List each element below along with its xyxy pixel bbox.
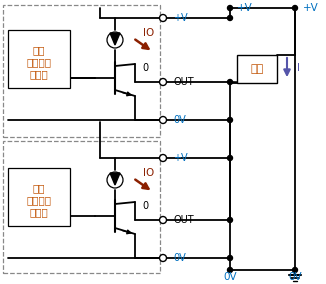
Text: スイッチ: スイッチ: [26, 57, 52, 67]
Circle shape: [228, 5, 232, 11]
Circle shape: [228, 80, 232, 85]
Bar: [237, 55, 277, 83]
Circle shape: [107, 32, 123, 48]
Circle shape: [159, 154, 167, 162]
Circle shape: [107, 172, 123, 188]
Text: OUT: OUT: [173, 215, 194, 225]
Bar: [8, 168, 70, 226]
Circle shape: [159, 14, 167, 22]
Text: 0V: 0V: [173, 115, 186, 125]
Polygon shape: [110, 173, 120, 185]
Text: 光電: 光電: [33, 183, 45, 193]
Bar: [8, 30, 70, 88]
Text: スイッチ: スイッチ: [26, 195, 52, 205]
Polygon shape: [110, 33, 120, 45]
Bar: [3, 141, 160, 273]
Circle shape: [160, 156, 166, 160]
Circle shape: [228, 156, 232, 160]
Circle shape: [292, 5, 298, 11]
Circle shape: [228, 16, 232, 20]
Circle shape: [159, 254, 167, 262]
Text: 負荷: 負荷: [250, 64, 264, 74]
Text: +V: +V: [237, 3, 253, 13]
Text: 主回路: 主回路: [30, 207, 48, 217]
Circle shape: [292, 268, 298, 273]
Text: 0V: 0V: [288, 272, 302, 282]
Text: IO: IO: [143, 168, 154, 178]
Text: I: I: [297, 63, 300, 73]
Circle shape: [159, 216, 167, 224]
Circle shape: [160, 16, 166, 20]
Text: +V: +V: [303, 3, 319, 13]
Text: IO: IO: [143, 28, 154, 38]
Circle shape: [228, 218, 232, 222]
Text: 0V: 0V: [223, 272, 237, 282]
Text: +V: +V: [173, 13, 188, 23]
Text: 0: 0: [142, 201, 148, 211]
Text: +V: +V: [173, 153, 188, 163]
Text: 光電: 光電: [33, 45, 45, 55]
Bar: [3, 5, 160, 137]
Text: OUT: OUT: [173, 77, 194, 87]
Circle shape: [228, 268, 232, 273]
Circle shape: [159, 116, 167, 124]
Circle shape: [228, 256, 232, 260]
Circle shape: [228, 118, 232, 122]
Text: 主回路: 主回路: [30, 69, 48, 79]
Text: 0V: 0V: [173, 253, 186, 263]
Text: 0: 0: [142, 63, 148, 73]
Circle shape: [159, 78, 167, 85]
